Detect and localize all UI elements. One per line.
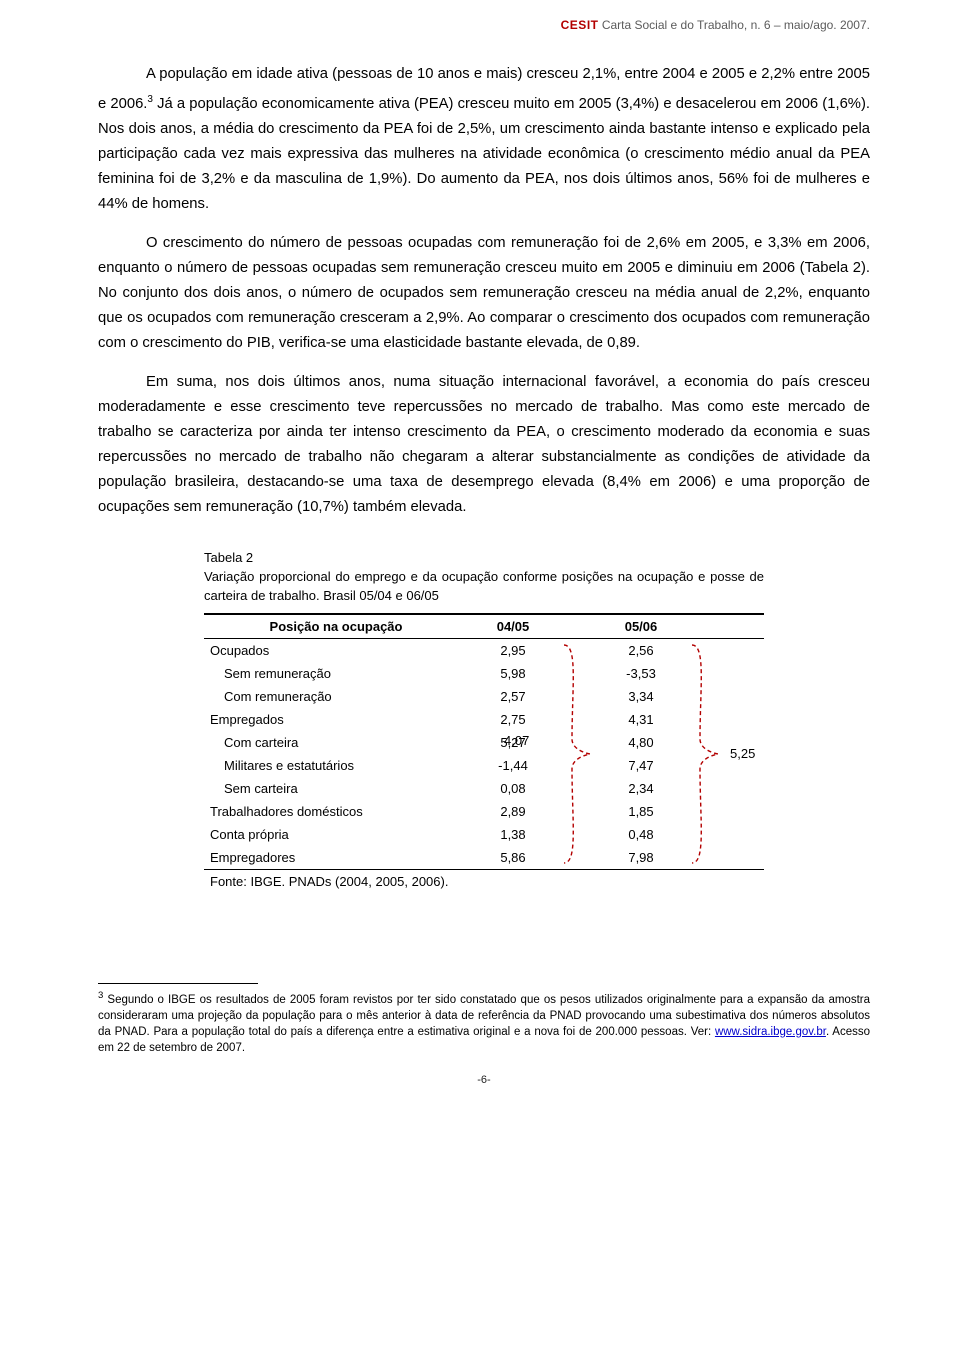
row-label: Com carteira xyxy=(204,731,468,754)
footnote-link[interactable]: www.sidra.ibge.gov.br xyxy=(715,1026,826,1038)
row-label: Empregados xyxy=(204,708,468,731)
col-header-position: Posição na ocupação xyxy=(204,615,468,639)
table-2: Tabela 2 Variação proporcional do empreg… xyxy=(204,550,764,893)
page-number: -6- xyxy=(98,1074,870,1086)
row-value: 2,34 xyxy=(596,777,686,800)
header-brand: CESIT xyxy=(561,18,599,32)
page-header: CESIT Carta Social e do Trabalho, n. 6 –… xyxy=(98,18,870,32)
row-label: Conta própria xyxy=(204,823,468,846)
row-value: 3,34 xyxy=(596,685,686,708)
paragraph-2: O crescimento do número de pessoas ocupa… xyxy=(98,231,870,356)
row-value: 0,48 xyxy=(596,823,686,846)
row-value: 2,75 xyxy=(468,708,558,731)
row-label: Sem remuneração xyxy=(204,662,468,685)
table-source: Fonte: IBGE. PNADs (2004, 2005, 2006). xyxy=(204,870,764,893)
row-value: 5,86 xyxy=(468,846,558,870)
row-value: 2,56 xyxy=(596,639,686,662)
header-text: Carta Social e do Trabalho, n. 6 – maio/… xyxy=(598,18,870,32)
brace-1-cell xyxy=(558,639,596,870)
row-label: Trabalhadores domésticos xyxy=(204,800,468,823)
table-caption: Variação proporcional do emprego e da oc… xyxy=(204,567,764,605)
paragraph-3: Em suma, nos dois últimos anos, numa sit… xyxy=(98,370,870,520)
footnote-3: 3 Segundo o IBGE os resultados de 2005 f… xyxy=(98,988,870,1056)
brace-1-value: 4,07 xyxy=(504,733,529,748)
row-value: -1,44 xyxy=(468,754,558,777)
row-value: -3,53 xyxy=(596,662,686,685)
footnote-separator xyxy=(98,983,258,984)
row-value: 7,47 xyxy=(596,754,686,777)
row-value: 7,98 xyxy=(596,846,686,870)
paragraph-1b: Já a população economicamente ativa (PEA… xyxy=(98,96,870,212)
row-value: 2,89 xyxy=(468,800,558,823)
row-value: 4,80 xyxy=(596,731,686,754)
brace-2-value: 5,25 xyxy=(724,639,764,870)
row-label: Militares e estatutários xyxy=(204,754,468,777)
brace-2-cell xyxy=(686,639,724,870)
row-value: 1,85 xyxy=(596,800,686,823)
col-header-0405: 04/05 xyxy=(468,615,558,639)
row-label: Sem carteira xyxy=(204,777,468,800)
row-value: 0,08 xyxy=(468,777,558,800)
row-value: 1,38 xyxy=(468,823,558,846)
row-label: Com remuneração xyxy=(204,685,468,708)
data-table: Posição na ocupação 04/05 05/06 Ocupados… xyxy=(204,613,764,893)
curly-brace-icon xyxy=(560,639,594,869)
paragraph-1: A população em idade ativa (pessoas de 1… xyxy=(98,62,870,217)
row-value: 2,57 xyxy=(468,685,558,708)
table-title: Tabela 2 xyxy=(204,550,764,565)
curly-brace-icon xyxy=(688,639,722,869)
row-value: 4,31 xyxy=(596,708,686,731)
col-header-0506: 05/06 xyxy=(596,615,686,639)
row-label: Ocupados xyxy=(204,639,468,662)
row-value: 2,95 xyxy=(468,639,558,662)
row-label: Empregadores xyxy=(204,846,468,870)
row-value: 5,98 xyxy=(468,662,558,685)
